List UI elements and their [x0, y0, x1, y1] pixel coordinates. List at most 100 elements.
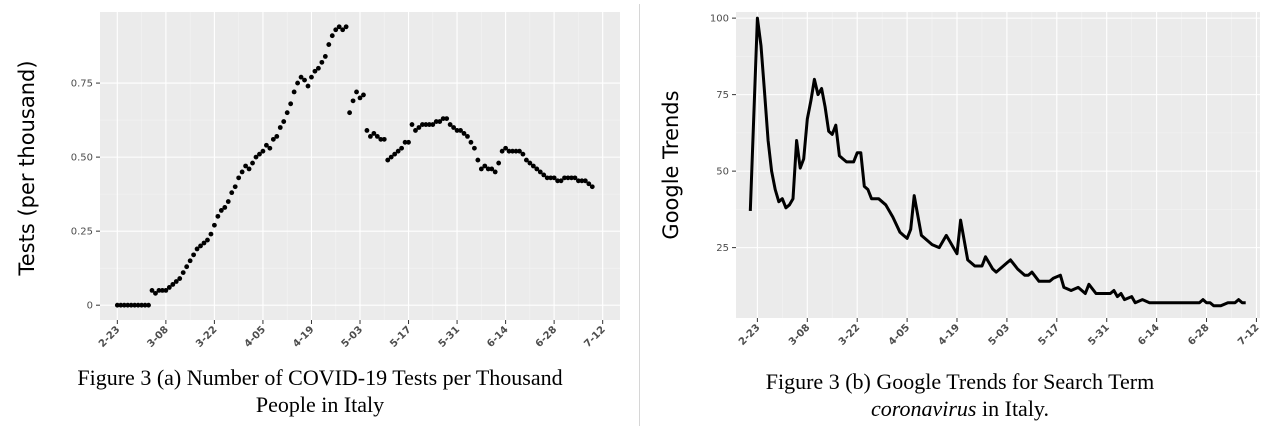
x-tick-label: 5-17 — [388, 324, 414, 350]
data-point — [128, 302, 134, 308]
plot-background — [736, 12, 1260, 318]
data-point — [319, 59, 325, 65]
scatter-points — [114, 24, 595, 308]
data-point — [260, 148, 266, 154]
data-point — [160, 287, 165, 293]
y-tick-label: 75 — [716, 90, 729, 101]
data-point — [146, 302, 151, 308]
data-point — [472, 145, 477, 151]
data-point — [541, 172, 547, 178]
x-tick-label: 5-31 — [1086, 322, 1112, 348]
data-point — [222, 205, 228, 210]
data-point — [579, 178, 585, 184]
data-point — [423, 122, 429, 127]
data-point — [191, 252, 197, 258]
data-point — [378, 136, 384, 142]
data-point — [413, 128, 418, 133]
data-point — [562, 175, 567, 181]
y-axis-label: Tests (per thousand) — [15, 60, 39, 276]
data-point — [329, 33, 335, 39]
data-point — [447, 122, 453, 127]
data-point — [451, 125, 456, 130]
data-point — [236, 175, 242, 181]
data-point — [198, 243, 203, 249]
data-point — [218, 208, 224, 213]
data-point — [340, 27, 346, 33]
tests-chart: 2-23 3-08 3-22 4-05 4-19 5-03 5-17 5-31 6-14 6-28… — [15, 12, 620, 350]
data-point — [277, 125, 283, 130]
caption-a-line1: Figure 3 (a) Number of COVID-19 Tests pe… — [77, 365, 563, 390]
y-tick-label: 0 — [87, 301, 93, 312]
data-point — [402, 139, 408, 145]
x-tick-label: 4-05 — [887, 322, 913, 348]
data-point — [142, 302, 148, 308]
x-tick-label: 5-17 — [1036, 322, 1062, 348]
data-point — [343, 24, 349, 30]
x-tick-label: 3-08 — [146, 324, 172, 350]
data-point — [555, 178, 560, 184]
y-tick-label: 100 — [710, 14, 729, 25]
data-point — [212, 222, 217, 228]
data-point — [392, 151, 398, 157]
data-point — [524, 157, 529, 163]
data-point — [503, 145, 508, 151]
data-point — [482, 163, 488, 169]
data-point — [444, 116, 450, 122]
data-point — [374, 133, 380, 139]
trend-line — [748, 16, 1246, 308]
y-axis-label: Google Trends — [659, 90, 683, 239]
caption-b-line2: coronavirus in Italy. — [640, 395, 1280, 422]
data-point — [187, 258, 193, 264]
data-point — [551, 175, 557, 181]
data-point — [395, 148, 401, 154]
data-point — [468, 139, 474, 145]
x-tick-label: 2-23 — [737, 322, 763, 348]
data-point — [513, 148, 519, 154]
data-point — [139, 302, 145, 308]
data-point — [121, 302, 127, 308]
data-point — [149, 287, 155, 293]
data-point — [399, 145, 404, 151]
data-point — [527, 160, 533, 166]
trends-chart: 2-23 3-08 3-22 4-05 4-19 5-03 5-17 5-31 6-14 6-28… — [659, 12, 1262, 348]
data-point — [430, 122, 436, 127]
data-point — [544, 175, 550, 181]
data-point — [322, 54, 328, 59]
data-point — [333, 27, 339, 33]
data-point — [250, 160, 255, 166]
data-point — [385, 157, 391, 163]
data-point — [215, 213, 221, 219]
data-point — [316, 65, 321, 71]
data-point — [548, 175, 554, 181]
x-tick-label: 3-22 — [837, 322, 863, 348]
data-point — [326, 42, 332, 47]
y-tick-label: 0.50 — [71, 153, 93, 164]
data-point — [350, 98, 356, 104]
data-point — [416, 125, 422, 130]
data-point — [558, 178, 564, 184]
data-point — [437, 119, 443, 124]
caption-b-search-term: coronavirus — [870, 396, 977, 421]
x-tick-label: 7-12 — [582, 324, 608, 350]
data-point — [465, 133, 470, 139]
data-point — [257, 151, 262, 157]
data-point — [309, 74, 314, 80]
data-point — [537, 169, 543, 175]
data-point — [496, 160, 502, 166]
data-point — [582, 178, 588, 184]
data-point — [125, 302, 131, 308]
data-point — [114, 302, 120, 308]
data-point — [295, 80, 300, 86]
data-point — [371, 131, 377, 136]
data-point — [302, 77, 307, 83]
x-tick-label: 6-14 — [485, 324, 511, 350]
data-point — [201, 240, 207, 246]
data-point — [288, 101, 294, 107]
data-point — [368, 133, 373, 139]
data-point — [305, 83, 311, 89]
data-point — [177, 276, 183, 281]
data-point — [506, 148, 512, 154]
data-point — [239, 169, 245, 175]
data-point — [485, 166, 491, 172]
data-point — [180, 270, 186, 276]
